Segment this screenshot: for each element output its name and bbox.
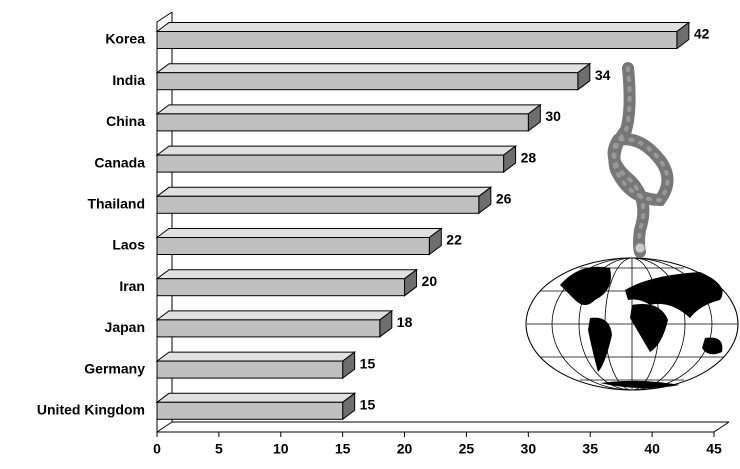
bar (156, 278, 406, 297)
bar-top (155, 269, 419, 280)
y-tick-label: Iran (119, 278, 145, 294)
bar-top (155, 186, 493, 197)
value-label: 42 (694, 26, 710, 42)
bar-top (155, 351, 357, 362)
bar-top (155, 104, 542, 115)
bar (156, 31, 678, 49)
value-label: 22 (446, 232, 462, 248)
x-tick-label: 30 (521, 441, 537, 457)
x-tick-label: 0 (153, 441, 161, 457)
bar-top (155, 22, 691, 32)
x-tick-label: 15 (335, 441, 351, 457)
bar (156, 72, 579, 91)
value-label: 34 (595, 67, 611, 83)
bar (156, 113, 529, 132)
value-label: 28 (521, 149, 537, 165)
bar-top (155, 228, 443, 238)
value-label: 30 (545, 108, 561, 124)
knot-illustration (607, 62, 674, 258)
bar (156, 195, 480, 214)
value-label: 18 (397, 314, 413, 330)
bar-top (155, 392, 357, 403)
y-tick-label: Korea (105, 31, 145, 47)
value-label: 26 (496, 191, 512, 207)
y-tick-label: Canada (94, 154, 145, 170)
bar-top (155, 145, 518, 156)
y-tick-label: United Kingdom (37, 402, 145, 418)
bar (156, 401, 344, 420)
y-tick-label: India (112, 72, 145, 88)
value-label: 15 (360, 355, 376, 371)
bar (156, 319, 381, 338)
y-tick-label: Thailand (87, 196, 145, 212)
y-tick-label: China (106, 113, 145, 129)
x-tick-label: 45 (706, 441, 722, 457)
x-tick-label: 20 (397, 441, 413, 457)
value-label: 20 (422, 273, 438, 289)
value-label: 15 (360, 397, 376, 413)
bar-top (155, 63, 592, 74)
globe-illustration (525, 257, 739, 391)
y-tick-label: Japan (105, 319, 145, 335)
x-tick-label: 5 (215, 441, 223, 457)
bar (156, 237, 430, 255)
x-tick-label: 40 (644, 441, 660, 457)
bar (156, 360, 344, 379)
x-tick-label: 35 (582, 441, 598, 457)
y-tick-label: Germany (84, 360, 145, 376)
bar (156, 154, 505, 173)
y-tick-label: Laos (112, 237, 145, 253)
bar-top (155, 310, 394, 321)
x-tick-label: 25 (459, 441, 475, 457)
x-tick-label: 10 (273, 441, 289, 457)
